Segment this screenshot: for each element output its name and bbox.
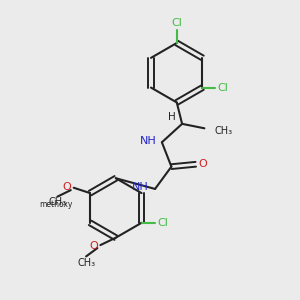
Text: CH₃: CH₃ xyxy=(77,258,95,268)
Text: CH₃: CH₃ xyxy=(48,197,66,207)
Text: Cl: Cl xyxy=(158,218,168,228)
Text: O: O xyxy=(63,182,72,192)
Text: O: O xyxy=(89,241,98,251)
Text: CH₃: CH₃ xyxy=(214,126,232,136)
Text: Cl: Cl xyxy=(217,82,228,93)
Text: NH: NH xyxy=(132,182,148,192)
Text: H: H xyxy=(168,112,176,122)
Text: O: O xyxy=(198,159,207,169)
Text: Cl: Cl xyxy=(171,18,182,28)
Text: methoxy: methoxy xyxy=(39,200,73,208)
Text: NH: NH xyxy=(140,136,157,146)
